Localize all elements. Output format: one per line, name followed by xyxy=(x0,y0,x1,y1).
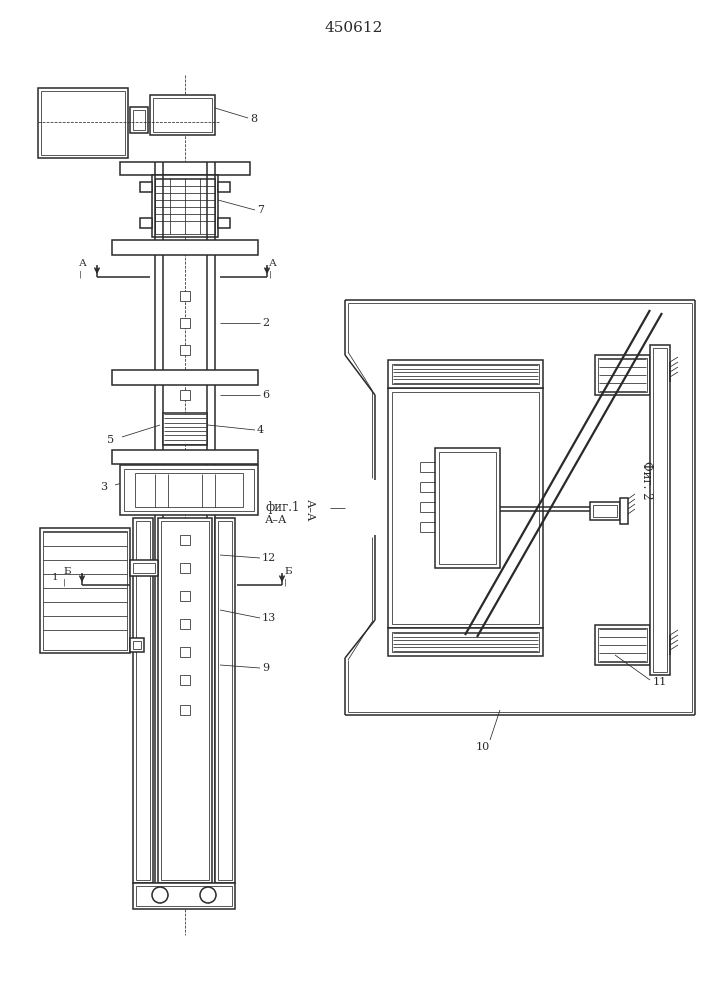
Bar xyxy=(133,518,153,883)
Bar xyxy=(388,360,543,388)
Bar xyxy=(215,518,235,883)
Text: 1: 1 xyxy=(52,572,59,582)
Bar xyxy=(140,218,152,228)
Text: 450612: 450612 xyxy=(325,21,383,35)
Bar xyxy=(180,705,190,715)
Bar xyxy=(133,563,155,573)
Text: |: | xyxy=(63,579,66,587)
Bar xyxy=(180,291,190,301)
Bar xyxy=(595,625,650,665)
Bar xyxy=(180,591,190,601)
Bar xyxy=(653,348,667,672)
Bar xyxy=(180,563,190,573)
Bar xyxy=(650,345,670,675)
Bar xyxy=(388,628,543,656)
Text: А–А: А–А xyxy=(305,499,315,521)
Bar xyxy=(140,182,152,192)
Bar xyxy=(130,107,148,133)
Bar xyxy=(130,560,158,576)
Bar xyxy=(112,450,258,464)
Text: Б: Б xyxy=(284,566,291,576)
Text: фиг.1: фиг.1 xyxy=(265,502,299,514)
Bar xyxy=(124,469,254,511)
Bar xyxy=(435,448,500,568)
Bar xyxy=(439,452,496,564)
Bar xyxy=(598,628,647,662)
Text: 6: 6 xyxy=(262,390,269,400)
Text: 12: 12 xyxy=(262,553,276,563)
Text: А: А xyxy=(79,258,87,267)
Bar xyxy=(130,638,144,652)
Bar xyxy=(388,388,543,628)
Bar xyxy=(180,675,190,685)
Bar xyxy=(392,364,539,384)
Text: 3: 3 xyxy=(100,482,107,492)
Bar xyxy=(112,370,258,385)
Bar xyxy=(155,178,215,234)
Text: |: | xyxy=(284,579,287,587)
Text: 13: 13 xyxy=(262,613,276,623)
Bar xyxy=(392,632,539,652)
Bar xyxy=(136,521,150,880)
Text: 2: 2 xyxy=(262,318,269,328)
Bar xyxy=(620,498,628,524)
Bar xyxy=(180,647,190,657)
Bar xyxy=(150,95,215,135)
Text: 7: 7 xyxy=(257,205,264,215)
Bar xyxy=(595,355,650,395)
Bar xyxy=(136,886,232,906)
Bar xyxy=(593,505,617,517)
Text: 11: 11 xyxy=(653,677,667,687)
Bar xyxy=(180,535,190,545)
Text: 10: 10 xyxy=(476,742,490,752)
Bar xyxy=(38,88,128,158)
Bar xyxy=(590,502,620,520)
Text: А–А: А–А xyxy=(265,515,287,525)
Bar xyxy=(153,98,212,132)
Bar xyxy=(112,240,258,255)
Text: 4: 4 xyxy=(257,425,264,435)
Circle shape xyxy=(200,887,216,903)
Bar xyxy=(120,465,258,515)
Text: |: | xyxy=(79,271,82,279)
Bar xyxy=(180,390,190,400)
Bar xyxy=(598,358,647,392)
Bar xyxy=(161,521,209,880)
Bar xyxy=(133,883,235,909)
Text: А: А xyxy=(269,258,277,267)
Bar xyxy=(218,182,230,192)
Text: |: | xyxy=(269,271,272,279)
Bar xyxy=(40,528,130,653)
Bar xyxy=(218,218,230,228)
Bar xyxy=(158,518,212,883)
Text: 5: 5 xyxy=(107,435,114,445)
Bar xyxy=(180,619,190,629)
Text: Б: Б xyxy=(63,566,71,576)
Bar xyxy=(180,318,190,328)
Text: 8: 8 xyxy=(250,114,257,124)
Bar xyxy=(218,521,232,880)
Circle shape xyxy=(152,887,168,903)
Text: Фиг. 2: Фиг. 2 xyxy=(640,461,653,499)
Bar xyxy=(120,162,250,175)
Text: 9: 9 xyxy=(262,663,269,673)
Bar xyxy=(133,641,141,649)
Bar xyxy=(133,110,145,130)
Bar xyxy=(180,345,190,355)
Bar xyxy=(43,531,127,650)
Bar xyxy=(152,175,218,237)
Bar xyxy=(163,413,207,445)
Bar xyxy=(135,473,243,507)
Bar xyxy=(41,91,125,155)
Bar xyxy=(392,392,539,624)
